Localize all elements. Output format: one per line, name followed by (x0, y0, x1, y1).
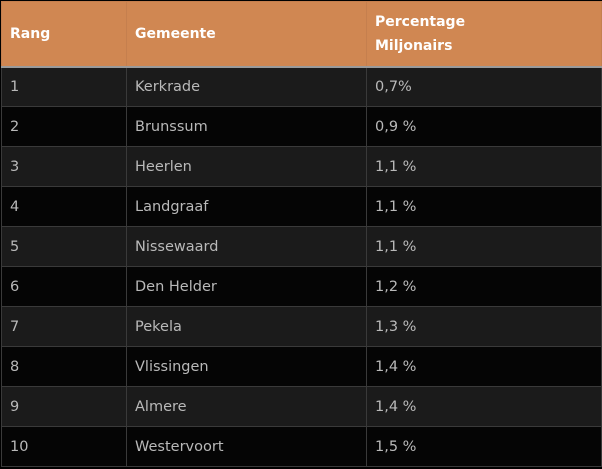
cell-municipality: Heerlen (126, 146, 367, 187)
table-body: 1 Kerkrade 0,7% 2 Brunssum 0,9 % 3 Heerl… (1, 66, 602, 467)
cell-rank: 2 (1, 106, 127, 147)
table-row: 8 Vlissingen 1,4 % (1, 346, 602, 387)
cell-percentage: 1,3 % (366, 306, 602, 347)
table-row: 5 Nissewaard 1,1 % (1, 226, 602, 267)
table-row: 10 Westervoort 1,5 % (1, 426, 602, 467)
cell-percentage: 1,4 % (366, 346, 602, 387)
cell-municipality: Kerkrade (126, 66, 367, 107)
cell-municipality: Almere (126, 386, 367, 427)
cell-percentage: 0,9 % (366, 106, 602, 147)
cell-percentage: 1,1 % (366, 186, 602, 227)
table-row: 3 Heerlen 1,1 % (1, 146, 602, 187)
cell-municipality: Pekela (126, 306, 367, 347)
cell-municipality: Nissewaard (126, 226, 367, 267)
table-row: 4 Landgraaf 1,1 % (1, 186, 602, 227)
table-row: 6 Den Helder 1,2 % (1, 266, 602, 307)
cell-rank: 4 (1, 186, 127, 227)
cell-rank: 8 (1, 346, 127, 387)
cell-rank: 3 (1, 146, 127, 187)
cell-percentage: 1,4 % (366, 386, 602, 427)
table-row: 7 Pekela 1,3 % (1, 306, 602, 347)
cell-rank: 5 (1, 226, 127, 267)
cell-percentage: 1,1 % (366, 146, 602, 187)
cell-municipality: Westervoort (126, 426, 367, 467)
cell-rank: 10 (1, 426, 127, 467)
table-row: 2 Brunssum 0,9 % (1, 106, 602, 147)
header-municipality: Gemeente (126, 1, 367, 67)
header-row: Rang Gemeente Percentage Miljonairs (1, 1, 602, 67)
cell-percentage: 0,7% (366, 66, 602, 107)
table-row: 1 Kerkrade 0,7% (1, 66, 602, 107)
cell-percentage: 1,1 % (366, 226, 602, 267)
cell-municipality: Den Helder (126, 266, 367, 307)
cell-rank: 6 (1, 266, 127, 307)
header-percentage-line2: Miljonairs (375, 37, 453, 54)
cell-percentage: 1,2 % (366, 266, 602, 307)
cell-municipality: Vlissingen (126, 346, 367, 387)
cell-municipality: Landgraaf (126, 186, 367, 227)
cell-rank: 9 (1, 386, 127, 427)
cell-percentage: 1,5 % (366, 426, 602, 467)
table-row: 9 Almere 1,4 % (1, 386, 602, 427)
cell-rank: 7 (1, 306, 127, 347)
table-header: Rang Gemeente Percentage Miljonairs (1, 1, 602, 67)
header-percentage-line1: Percentage (375, 13, 466, 30)
cell-municipality: Brunssum (126, 106, 367, 147)
cell-rank: 1 (1, 66, 127, 107)
header-rank: Rang (1, 1, 127, 67)
header-percentage: Percentage Miljonairs (366, 1, 602, 67)
